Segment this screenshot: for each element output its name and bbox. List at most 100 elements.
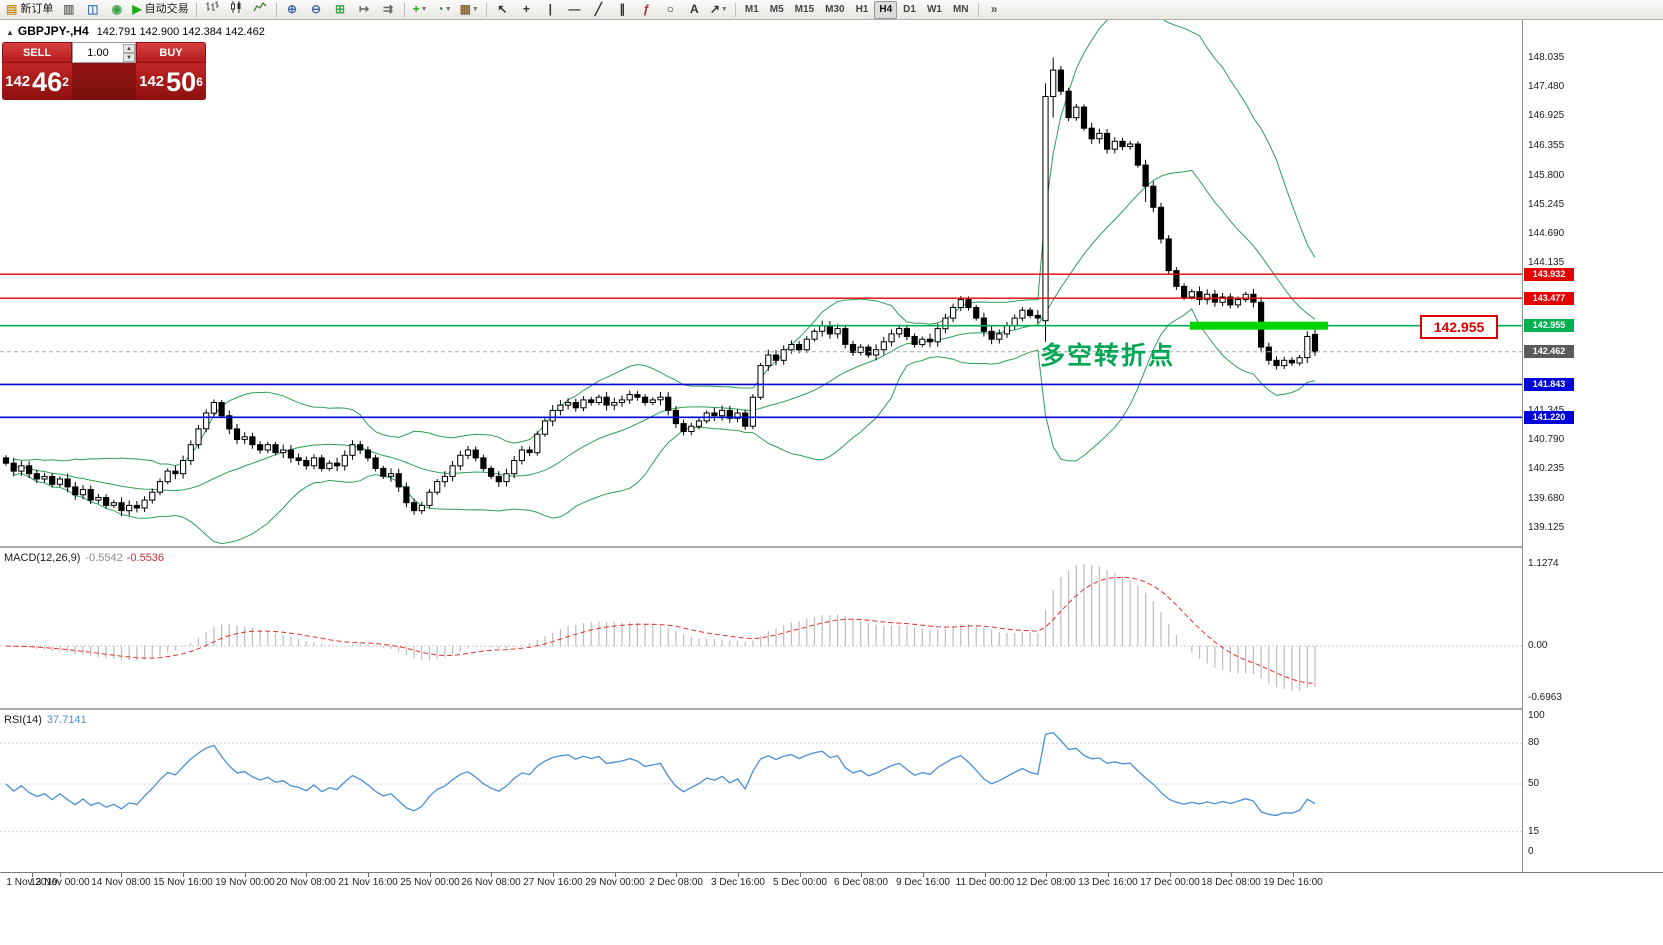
line-chart-button[interactable]: [249, 0, 272, 19]
horizontal-line-button[interactable]: —: [563, 0, 586, 19]
toolbar-separator: [275, 2, 277, 17]
toolbar-separator: [195, 2, 197, 17]
price-axis-label: 140.790: [1528, 434, 1565, 445]
time-tick: [923, 873, 924, 877]
toolbar-separator: [977, 2, 979, 17]
tile-windows-button[interactable]: ⊞: [329, 0, 352, 19]
market-watch-button[interactable]: ◉: [105, 0, 128, 19]
lot-decrease-button[interactable]: ▼: [123, 52, 135, 62]
time-tick: [32, 873, 33, 877]
timeframe-M1[interactable]: M1: [744, 4, 759, 15]
new-order-button-label: 新订单: [20, 3, 54, 15]
price-axis-label: 148.035: [1528, 52, 1565, 63]
zoom-in-icon: ⊕: [287, 2, 298, 16]
price-axis-label: 140.235: [1528, 463, 1565, 474]
new-order-button[interactable]: ▤ 新订单: [3, 0, 56, 19]
rsi-panel-splitter[interactable]: [0, 708, 1663, 710]
time-axis-label: 13 Dec 16:00: [1078, 877, 1138, 888]
buy-price-button[interactable]: 142 50 6: [136, 63, 206, 100]
arrow-tools-button[interactable]: ↗ ▼: [707, 0, 731, 19]
macd-axis-label: 0.00: [1528, 640, 1548, 651]
macd-panel[interactable]: [0, 548, 1522, 708]
timeframe-M15[interactable]: M15: [794, 4, 815, 15]
time-tick: [615, 873, 616, 877]
price-axis-label: 146.925: [1528, 110, 1565, 121]
auto-scroll-button[interactable]: ↦: [353, 0, 376, 19]
zoom-out-button[interactable]: ⊖: [305, 0, 328, 19]
autotrading-button[interactable]: ▶ 自动交易: [129, 0, 191, 19]
time-axis-label: 5 Dec 00:00: [773, 877, 827, 888]
new-order-icon: ▤: [6, 2, 18, 16]
price-tag-141.843: 141.843: [1524, 378, 1574, 391]
price-tag-142.462: 142.462: [1524, 345, 1574, 358]
price-axis-label: 144.690: [1528, 228, 1565, 239]
time-axis-label: 19 Nov 00:00: [215, 877, 275, 888]
periods-button[interactable]: ◔ ▼: [433, 0, 456, 19]
time-axis-label: 3 Dec 16:00: [711, 877, 765, 888]
price-axis-label: 141.345: [1528, 405, 1564, 416]
crosshair-button[interactable]: +: [515, 0, 538, 19]
macd-panel-splitter[interactable]: [0, 546, 1663, 548]
rsi-axis-label: 100: [1528, 710, 1545, 721]
macd-label: MACD(12,26,9) -0.5542 -0.5536: [4, 552, 164, 564]
toolbar-overflow-icon: »: [990, 2, 998, 16]
ellipse-button[interactable]: ○: [659, 0, 682, 19]
charts-grid-button[interactable]: ▥: [57, 0, 80, 19]
timeframe-W1[interactable]: W1: [926, 4, 942, 15]
sell-price-button[interactable]: 142 46 2: [2, 63, 72, 100]
dropdown-arrow-icon: ▼: [471, 6, 479, 13]
templates-icon: ▦: [459, 2, 471, 16]
timeframe-MN[interactable]: MN: [952, 4, 969, 15]
candlestick-button[interactable]: [225, 0, 248, 19]
cursor-icon: ↖: [497, 2, 508, 16]
bid-point: 2: [62, 74, 69, 89]
time-tick: [1231, 873, 1232, 877]
indicators-button[interactable]: + ▼: [409, 0, 432, 19]
symbol-title: GBPJPY-,H4: [17, 24, 89, 38]
time-axis-label: 27 Nov 16:00: [523, 877, 583, 888]
time-axis-label: 14 Nov 08:00: [91, 877, 151, 888]
fibonacci-button[interactable]: ƒ: [635, 0, 658, 19]
channel-button[interactable]: ∥: [611, 0, 634, 19]
text-button[interactable]: A: [683, 0, 706, 19]
main-chart[interactable]: [0, 20, 1522, 546]
one-click-collapse-icon[interactable]: [6, 24, 18, 38]
vertical-line-button[interactable]: |: [539, 0, 562, 19]
autotrading-button-label: 自动交易: [144, 3, 189, 15]
profiles-button[interactable]: ◫: [81, 0, 104, 19]
time-axis[interactable]: 1 Nov 2019 13 Nov 00:00 14 Nov 08:00 15 Nov…: [0, 872, 1663, 892]
profiles-icon: ◫: [87, 2, 99, 16]
rsi-panel[interactable]: [0, 710, 1522, 871]
lot-size-input[interactable]: [73, 45, 123, 60]
time-axis-label: 15 Nov 16:00: [153, 877, 213, 888]
indicators-icon: +: [412, 2, 420, 16]
trendline-icon: ╱: [594, 2, 602, 16]
bid-figure: 142: [5, 73, 31, 90]
price-axis-label: 144.135: [1528, 257, 1565, 268]
bar-chart-button[interactable]: [201, 0, 224, 19]
cursor-button[interactable]: ↖: [491, 0, 514, 19]
time-axis-label: 20 Nov 08:00: [276, 877, 336, 888]
templates-button[interactable]: ▦ ▼: [457, 0, 482, 19]
buy-button[interactable]: BUY: [136, 42, 206, 63]
timeframe-H4[interactable]: H4: [874, 0, 898, 19]
price-axis[interactable]: 148.035 147.480 146.925 146.355 145.800 145.2…: [1522, 20, 1663, 872]
timeframe-D1[interactable]: D1: [903, 4, 916, 15]
trendline-button[interactable]: ╱: [587, 0, 610, 19]
toolbar-overflow-button[interactable]: »: [983, 0, 1006, 19]
sell-button[interactable]: SELL: [2, 42, 72, 63]
timeframe-H1[interactable]: H1: [855, 4, 869, 15]
zoom-in-button[interactable]: ⊕: [281, 0, 304, 19]
time-tick: [245, 873, 246, 877]
auto-scroll-icon: ↦: [359, 2, 370, 16]
price-tag-142.955: 142.955: [1524, 319, 1574, 332]
time-tick: [676, 873, 677, 877]
timeframe-M30[interactable]: M30: [825, 4, 845, 15]
lot-increase-button[interactable]: ▲: [123, 43, 135, 53]
timeframe-M5[interactable]: M5: [769, 4, 784, 15]
time-tick: [800, 873, 801, 877]
chart-shift-button[interactable]: ⇉: [377, 0, 400, 19]
channel-icon: ∥: [619, 2, 626, 16]
price-axis-label: 139.680: [1528, 493, 1565, 504]
ellipse-icon: ○: [666, 2, 674, 16]
